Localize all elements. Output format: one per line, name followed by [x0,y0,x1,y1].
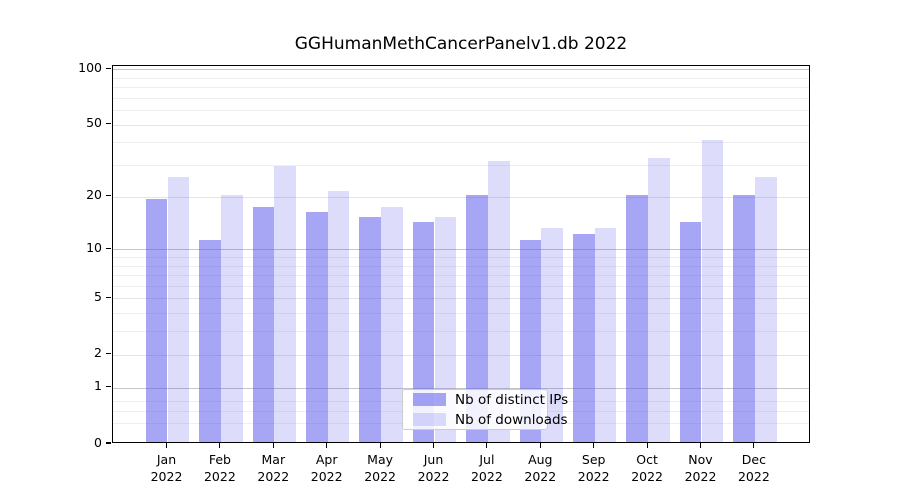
y-axis-tick [106,353,111,355]
bar-distinct-ips-jan [145,198,168,442]
y-gridline [113,124,809,126]
bar-downloads-mar [274,165,297,442]
y-axis-tick [106,67,111,69]
y-tick-label: 1 [94,378,102,394]
bar-downloads-nov [701,140,724,442]
bar-distinct-ips-nov [679,222,702,442]
x-tick-label: Sep 2022 [577,452,610,484]
legend-swatch-distinct-ips [413,393,446,406]
legend-label-distinct-ips: Nb of distinct IPs [455,391,569,408]
y-gridline-minor [113,257,809,258]
x-axis-tick [432,443,435,448]
y-tick-label: 2 [94,345,102,361]
x-tick-label: May 2022 [364,452,396,484]
y-tick-label: 20 [86,187,102,203]
x-tick-label: Oct 2022 [631,452,663,484]
y-gridline-minor [113,331,809,333]
y-gridline [113,196,809,198]
x-tick-label: Mar 2022 [257,452,290,484]
y-gridline-minor [113,165,809,167]
y-gridline-minor [113,285,809,287]
x-axis-tick [219,443,221,448]
x-tick-label: Dec 2022 [737,452,770,484]
x-axis-tick [699,443,702,448]
x-axis-tick [326,443,328,448]
bar-downloads-jul [487,160,510,442]
bar-distinct-ips-oct [626,194,649,442]
x-axis-tick [379,443,381,448]
x-axis-tick [486,443,488,448]
y-gridline [113,354,809,356]
x-axis-tick [272,443,274,448]
y-axis-tick [106,442,111,444]
x-axis-tick [753,443,755,448]
y-tick-label: 5 [94,288,102,304]
y-axis-tick [106,296,111,299]
y-axis-tick [106,386,111,388]
bar-downloads-dec [754,177,777,442]
bar-downloads-jun [434,216,457,442]
y-gridline-minor [113,142,809,144]
y-gridline-minor [113,265,809,267]
y-tick-label: 100 [78,59,102,75]
y-gridline-minor [113,77,809,79]
bar-distinct-ips-feb [199,240,221,442]
y-tick-label: 50 [86,115,102,131]
x-tick-label: Apr 2022 [310,452,343,484]
x-tick-label: Jul 2022 [470,452,503,484]
bar-downloads-feb [220,194,243,442]
bar-distinct-ips-mar [252,207,275,442]
bar-distinct-ips-sep [572,233,595,442]
legend-entry-downloads: Nb of downloads [403,412,568,428]
y-gridline [113,69,809,71]
plot-area [112,65,810,443]
y-gridline [113,298,809,300]
x-tick-label: Jun 2022 [417,452,450,484]
y-axis-tick [106,247,111,249]
bar-distinct-ips-may [359,216,382,442]
bar-distinct-ips-jun [412,222,435,442]
x-tick-label: Nov 2022 [684,452,717,484]
chart-title: GGHumanMethCancerPanelv1.db 2022 [294,34,628,54]
bar-downloads-oct [648,158,670,442]
bar-downloads-apr [327,190,350,442]
y-axis-tick [106,195,111,197]
y-gridline-minor [113,313,809,315]
bar-downloads-may [381,207,403,442]
x-axis-tick [539,443,541,448]
legend-entry-distinct-ips: Nb of distinct IPs [403,392,568,408]
y-axis-tick [106,123,111,125]
bar-distinct-ips-jul [466,194,488,442]
x-axis-tick [646,443,648,448]
bar-downloads-aug [541,227,564,442]
bar-downloads-sep [594,227,617,442]
y-tick-label: 0 [94,434,102,450]
x-tick-label: Feb 2022 [203,452,236,484]
x-tick-label: Jan 2022 [150,452,183,484]
y-gridline-minor [113,275,809,277]
legend-swatch-downloads [413,413,446,426]
legend-label-downloads: Nb of downloads [455,411,568,428]
y-gridline-minor [113,110,809,112]
bar-downloads-jan [167,177,190,442]
x-axis-tick [165,443,168,448]
y-gridline [113,249,809,251]
y-gridline-minor [113,87,809,89]
y-tick-label: 10 [86,239,102,255]
y-gridline [113,387,809,389]
x-tick-label: Aug 2022 [524,452,557,484]
y-gridline-minor [113,97,809,99]
x-axis-tick [593,443,595,448]
legend: Nb of distinct IPs Nb of downloads [402,389,568,430]
bar-distinct-ips-apr [305,211,328,442]
bar-distinct-ips-dec [733,194,755,442]
